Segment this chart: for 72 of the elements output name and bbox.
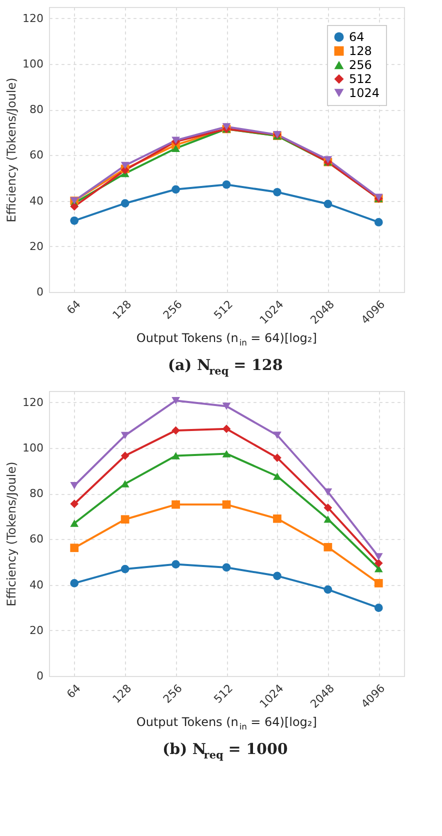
point	[273, 454, 282, 462]
point	[172, 426, 180, 435]
y-tick-label: 0	[36, 670, 44, 682]
point	[324, 488, 332, 496]
point	[273, 432, 282, 439]
point	[172, 500, 180, 509]
point	[222, 500, 231, 509]
x-tick-label: 64	[64, 298, 84, 317]
point	[324, 200, 332, 208]
x-tick-label: 128	[110, 298, 134, 322]
point	[374, 604, 383, 612]
point	[222, 180, 231, 189]
point	[120, 515, 130, 524]
point	[324, 542, 332, 552]
y-tick-label: 40	[30, 194, 44, 208]
point	[70, 482, 79, 490]
y-tick-label: 40	[30, 578, 44, 592]
point	[70, 216, 79, 225]
legend-label: 64	[349, 30, 364, 44]
point	[120, 162, 130, 170]
x-tick-label: 64	[64, 682, 84, 701]
y-tick-label: 20	[30, 624, 44, 637]
y-tick-label: 80	[30, 103, 44, 116]
point	[70, 579, 79, 588]
point	[273, 472, 282, 480]
y-tick-label: 100	[22, 442, 44, 454]
legend-label: 128	[349, 44, 372, 58]
y-tick-label: 20	[30, 240, 44, 253]
point	[70, 202, 79, 211]
point	[172, 185, 180, 194]
point	[172, 396, 180, 404]
point	[374, 218, 383, 226]
point	[222, 424, 231, 434]
point	[120, 564, 130, 574]
legend-label: 256	[349, 58, 372, 72]
point	[222, 450, 231, 458]
point	[70, 544, 79, 552]
y-tick-label: 120	[22, 396, 44, 409]
x-tick-label: 512	[211, 682, 236, 706]
y-axis-title: Efficiency (Tokens/Joule)	[4, 78, 19, 222]
point	[172, 144, 180, 152]
point	[70, 520, 79, 527]
point	[222, 123, 231, 130]
point	[273, 188, 282, 196]
y-tick-label: 120	[22, 12, 44, 25]
point	[324, 156, 332, 164]
y-axis-title: Efficiency (Tokens/Joule)	[4, 462, 19, 606]
point	[120, 199, 130, 208]
point	[374, 558, 383, 568]
point	[172, 452, 180, 460]
point	[120, 432, 130, 440]
point	[324, 516, 332, 523]
x-tick-label: 512	[211, 298, 236, 322]
point	[120, 452, 130, 460]
point	[324, 504, 332, 512]
point	[273, 572, 282, 580]
point	[222, 563, 231, 572]
point	[70, 500, 79, 508]
legend-label: 512	[349, 72, 372, 86]
point	[172, 560, 180, 568]
point	[374, 579, 383, 588]
y-tick-label: 0	[36, 286, 44, 298]
y-tick-label: 80	[30, 487, 44, 500]
x-tick-label: 128	[110, 682, 134, 706]
point	[324, 585, 332, 594]
legend-label: 1024	[349, 86, 380, 100]
point	[222, 402, 231, 410]
y-tick-label: 60	[30, 148, 44, 162]
y-tick-label: 60	[30, 532, 44, 546]
y-tick-label: 100	[22, 58, 44, 70]
point	[374, 553, 383, 560]
point	[273, 514, 282, 523]
